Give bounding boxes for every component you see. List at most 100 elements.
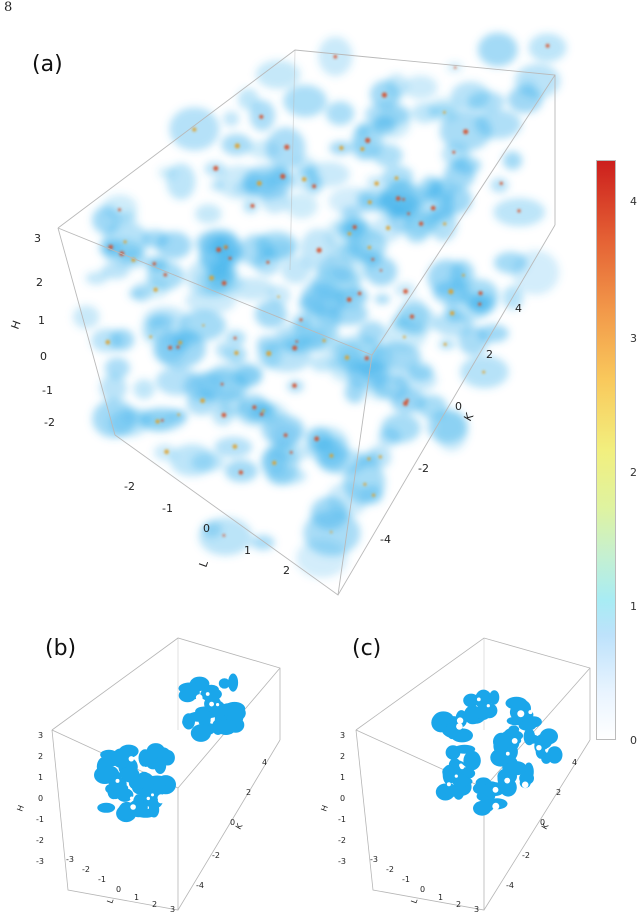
k-tick: -2 xyxy=(418,462,429,475)
bragg-hotspot xyxy=(256,180,262,186)
bragg-hotspot xyxy=(312,184,317,189)
bragg-hotspot xyxy=(192,127,197,132)
bragg-hotspot xyxy=(478,302,482,306)
diffuse-blob xyxy=(310,356,334,372)
diffuse-blob xyxy=(374,294,390,305)
isosurface-lobe xyxy=(218,678,230,689)
bragg-hotspot xyxy=(443,222,447,226)
l-tick: -1 xyxy=(402,875,410,884)
isosurface-hole xyxy=(492,786,499,793)
diffuse-blob xyxy=(281,256,311,284)
bragg-hotspot xyxy=(316,247,322,253)
diffuse-blob xyxy=(428,178,456,206)
bragg-hotspot xyxy=(402,198,405,201)
bragg-hotspot xyxy=(232,444,238,449)
diffuse-blob xyxy=(356,188,391,208)
bragg-hotspot xyxy=(394,176,399,181)
isosurface-hole xyxy=(205,692,210,696)
bragg-hotspot xyxy=(168,345,173,350)
bragg-hotspot xyxy=(463,129,469,135)
h-tick: 0 xyxy=(40,350,47,363)
bragg-hotspot xyxy=(250,203,255,208)
isosurface-lobe xyxy=(482,783,500,797)
bragg-hotspot xyxy=(252,405,257,410)
bragg-hotspot xyxy=(213,165,219,171)
k-axis-label: K xyxy=(234,821,245,831)
bragg-hotspot xyxy=(482,370,486,374)
isosurface-hole xyxy=(446,782,451,787)
bragg-hotspot xyxy=(360,146,365,152)
axis-ticks: 3 2 1 0 -1 -2 -3 H -3 -2 -1 0 1 2 3 L 4 … xyxy=(15,731,267,914)
bragg-hotspot xyxy=(163,273,168,277)
isosurface-lobe xyxy=(133,794,144,813)
diffuse-blob xyxy=(250,535,275,551)
isosurface-lobe xyxy=(463,693,479,708)
h-tick: 2 xyxy=(340,752,345,761)
k-tick: 2 xyxy=(246,788,251,797)
k-tick: 2 xyxy=(486,348,493,361)
k-tick: 4 xyxy=(262,758,267,767)
diffuse-blob xyxy=(502,285,524,310)
isosurface-blobs xyxy=(94,673,246,823)
axis-ticks: 3 2 1 0 -1 -2 -3 H -3 -2 -1 0 1 2 3 L 4 … xyxy=(319,731,577,914)
diffuse-blob xyxy=(85,271,108,285)
k-tick: -2 xyxy=(212,851,220,860)
k-tick: -4 xyxy=(196,881,204,890)
diffuse-blob xyxy=(191,452,225,472)
bounding-box xyxy=(57,49,556,596)
isosurface-hole xyxy=(504,777,511,784)
panel-label-a: (a) xyxy=(32,52,63,77)
bragg-hotspot xyxy=(443,111,446,114)
diffuse-blob xyxy=(490,177,509,193)
bragg-hotspot xyxy=(407,212,410,216)
diffuse-blob xyxy=(194,204,222,224)
isosurface-lobe xyxy=(473,800,492,816)
panel-label-c: (c) xyxy=(352,636,382,661)
isosurface-lobe xyxy=(97,802,116,813)
bragg-hotspot xyxy=(155,419,160,424)
h-tick: 1 xyxy=(340,773,345,782)
bragg-hotspot xyxy=(499,181,503,185)
l-axis-label: L xyxy=(197,558,212,569)
k-tick: -4 xyxy=(506,881,514,890)
diffuse-blob xyxy=(131,282,153,302)
bragg-hotspot xyxy=(123,240,127,244)
isosurface-lobe xyxy=(111,748,131,769)
diffuse-blob xyxy=(393,305,438,336)
diffuse-blob xyxy=(325,101,355,126)
isosurface-hole xyxy=(492,802,500,810)
diffuse-blob xyxy=(146,314,171,341)
page-marker: 8 xyxy=(4,0,13,15)
diffuse-blob xyxy=(92,399,137,439)
diffuse-blob xyxy=(147,258,169,273)
diffuse-blob xyxy=(283,84,327,118)
l-tick: -3 xyxy=(370,855,378,864)
bragg-hotspot xyxy=(403,335,406,339)
isosurface-hole xyxy=(129,796,134,801)
h-tick: 3 xyxy=(340,731,345,740)
isosurface-hole xyxy=(517,710,525,718)
diffuse-blob xyxy=(239,234,274,267)
h-tick: -2 xyxy=(338,836,346,845)
bragg-hotspot xyxy=(403,289,408,294)
h-tick: 2 xyxy=(36,276,43,289)
bragg-hotspot xyxy=(371,258,375,261)
isosurface-hole xyxy=(511,738,518,744)
bragg-hotspot xyxy=(478,291,483,296)
bragg-hotspot xyxy=(221,280,227,286)
bragg-hotspot xyxy=(344,355,350,360)
bragg-hotspot xyxy=(367,245,372,250)
l-axis-label: L xyxy=(105,897,115,905)
bragg-hotspot xyxy=(374,181,379,186)
scattering-cloud xyxy=(73,32,567,578)
isosurface-lobe xyxy=(190,724,211,742)
diffuse-blob xyxy=(417,395,448,419)
isosurface-hole xyxy=(146,796,150,801)
bragg-hotspot xyxy=(371,493,376,497)
bragg-hotspot xyxy=(454,66,457,69)
isosurface-lobe xyxy=(110,783,129,793)
colorbar-tick: 0 xyxy=(630,734,637,747)
isosurface-hole xyxy=(157,797,164,804)
diffuse-blob xyxy=(279,334,312,349)
bragg-hotspot xyxy=(209,275,215,281)
